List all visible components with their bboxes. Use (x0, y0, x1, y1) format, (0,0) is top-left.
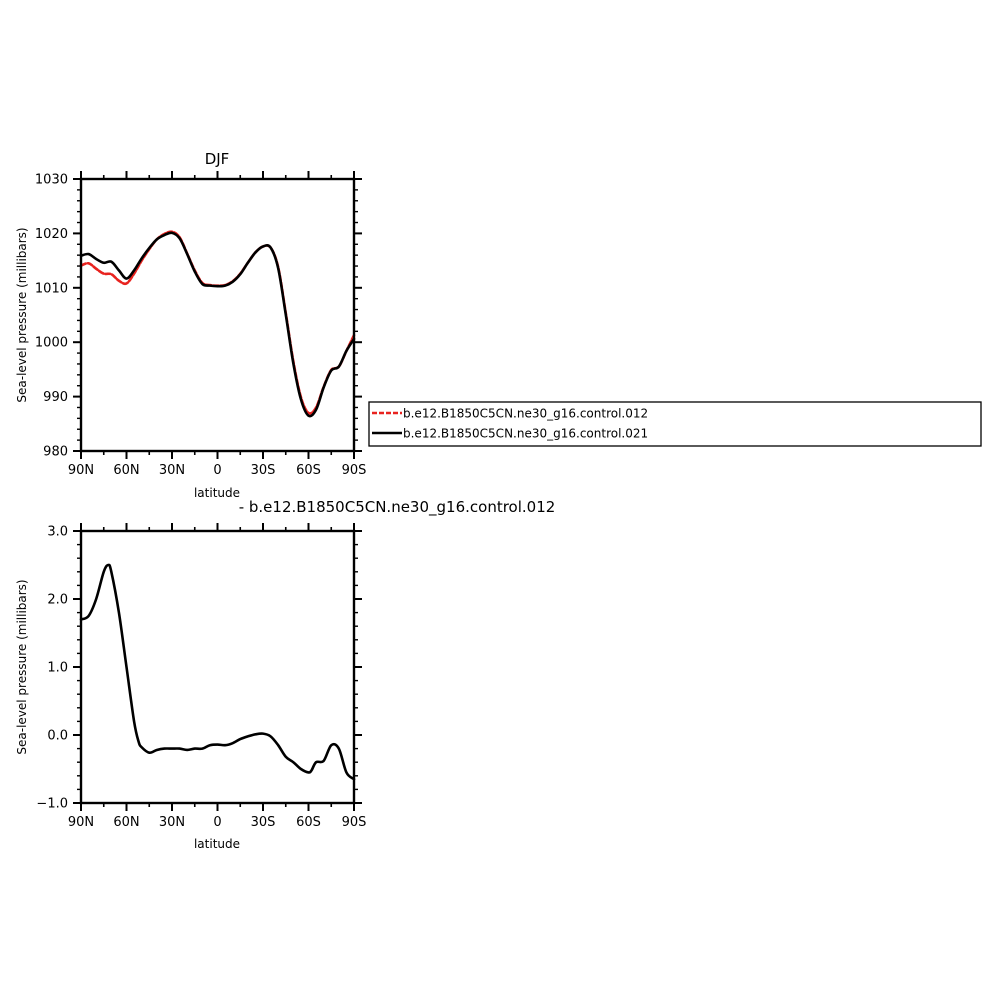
top-chart-series-line-1 (79, 230, 356, 415)
bottom-chart-x-tick-label: 30N (159, 815, 185, 830)
top-chart-y-axis-label: Sea-level pressure (millibars) (15, 227, 29, 402)
bottom-chart-y-tick-label: 2.0 (47, 593, 68, 608)
bottom-chart-series-line-1 (79, 563, 356, 781)
bottom-chart-series-group (79, 563, 356, 781)
top-chart-ticks: 90N 60N 30N 0 30S 60S 90S 980 990 1000 1010 1020 103… (35, 171, 366, 478)
top-chart-y-tick-label: 1030 (35, 173, 68, 188)
top-chart-x-tick-label: 60S (296, 463, 321, 478)
top-chart-x-axis-label: latitude (194, 486, 240, 500)
bottom-chart-y-tick-label: −1.0 (36, 797, 68, 812)
top-chart-y-tick-label: 1000 (35, 336, 68, 351)
top-chart-x-tick-label: 90N (68, 463, 94, 478)
bottom-chart-x-tick-label: 30S (251, 815, 276, 830)
bottom-chart-x-axis-label: latitude (194, 837, 240, 851)
bottom-chart-y-tick-label: 1.0 (47, 661, 68, 676)
top-chart-x-tick-label: 60N (113, 463, 139, 478)
bottom-chart-title: - b.e12.B1850C5CN.ne30_g16.control.012 (239, 498, 556, 517)
bottom-chart-ticks: 90N 60N 30N 0 30S 60S 90S −1.0 0.0 1.0 2.0 3.0 (36, 523, 366, 830)
bottom-chart-x-tick-label: 90S (342, 815, 367, 830)
top-chart-x-tick-label: 0 (213, 463, 221, 478)
legend-label-series-1: b.e12.B1850C5CN.ne30_g16.control.012 (403, 407, 648, 421)
top-chart-y-tick-label: 990 (43, 390, 68, 405)
bottom-chart-x-tick-label: 60N (113, 815, 139, 830)
legend-box (368, 401, 982, 447)
top-chart-y-tick-label: 980 (43, 445, 68, 460)
bottom-chart-y-tick-label: 0.0 (47, 729, 68, 744)
bottom-chart-y-tick-label: 3.0 (47, 525, 68, 540)
bottom-chart-x-tick-label: 90N (68, 815, 94, 830)
top-chart-y-tick-label: 1010 (35, 281, 68, 296)
bottom-chart-y-axis-label: Sea-level pressure (millibars) (15, 579, 29, 754)
top-chart-series-group (79, 230, 356, 418)
top-chart-x-tick-label: 30N (159, 463, 185, 478)
top-chart-x-tick-label: 90S (342, 463, 367, 478)
bottom-chart-x-tick-label: 60S (296, 815, 321, 830)
bottom-chart: - b.e12.B1850C5CN.ne30_g16.control.012 9… (15, 498, 555, 851)
legend-label-series-2: b.e12.B1850C5CN.ne30_g16.control.021 (403, 427, 648, 441)
top-chart: DJF 90N 60N 30N 0 30S 60S 90S 980 990 1000 1010 102… (15, 150, 366, 500)
legend: b.e12.B1850C5CN.ne30_g16.control.012 b.e… (368, 401, 982, 447)
top-chart-y-tick-label: 1020 (35, 227, 68, 242)
top-chart-x-tick-label: 30S (251, 463, 276, 478)
bottom-chart-x-tick-label: 0 (213, 815, 221, 830)
bottom-chart-plot-frame (79, 529, 356, 805)
top-chart-title: DJF (205, 150, 230, 168)
top-chart-series-line-2 (79, 231, 356, 418)
